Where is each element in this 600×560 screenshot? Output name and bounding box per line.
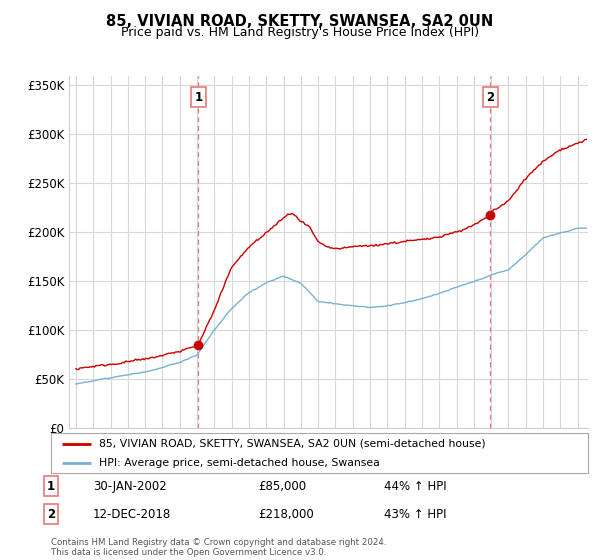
Text: Price paid vs. HM Land Registry's House Price Index (HPI): Price paid vs. HM Land Registry's House …	[121, 26, 479, 39]
Text: 85, VIVIAN ROAD, SKETTY, SWANSEA, SA2 0UN: 85, VIVIAN ROAD, SKETTY, SWANSEA, SA2 0U…	[106, 14, 494, 29]
Text: HPI: Average price, semi-detached house, Swansea: HPI: Average price, semi-detached house,…	[100, 458, 380, 468]
Text: 1: 1	[47, 479, 55, 493]
Text: Contains HM Land Registry data © Crown copyright and database right 2024.
This d: Contains HM Land Registry data © Crown c…	[51, 538, 386, 557]
Text: 30-JAN-2002: 30-JAN-2002	[93, 479, 167, 493]
Text: £85,000: £85,000	[258, 479, 306, 493]
Text: 2: 2	[486, 91, 494, 104]
Text: 12-DEC-2018: 12-DEC-2018	[93, 507, 171, 521]
Text: 85, VIVIAN ROAD, SKETTY, SWANSEA, SA2 0UN (semi-detached house): 85, VIVIAN ROAD, SKETTY, SWANSEA, SA2 0U…	[100, 439, 486, 449]
Text: 1: 1	[194, 91, 202, 104]
Text: 2: 2	[47, 507, 55, 521]
Text: 44% ↑ HPI: 44% ↑ HPI	[384, 479, 446, 493]
Text: £218,000: £218,000	[258, 507, 314, 521]
Text: 43% ↑ HPI: 43% ↑ HPI	[384, 507, 446, 521]
